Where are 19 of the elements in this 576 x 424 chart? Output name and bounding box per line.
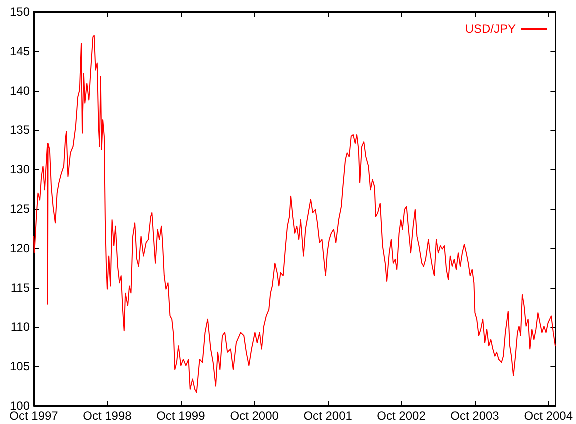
x-tick-label: Oct 2004 — [524, 409, 574, 423]
x-tick-label: Oct 2003 — [450, 409, 500, 423]
x-tick-label: Oct 1998 — [83, 409, 132, 423]
y-tick-label: 105 — [10, 360, 30, 374]
line-series — [34, 35, 556, 394]
y-tick-label: 145 — [10, 44, 30, 58]
y-tick-label: 130 — [10, 162, 30, 177]
legend-label: USD/JPY — [465, 22, 516, 36]
y-tick-label: 140 — [10, 84, 30, 98]
x-tick-label: Oct 1999 — [156, 409, 206, 423]
y-tick-label: 135 — [10, 123, 30, 138]
x-tick-label: Oct 2001 — [304, 409, 353, 423]
y-tick-label: 150 — [10, 5, 30, 19]
y-tick-label: 115 — [10, 280, 30, 295]
x-tick-label: Oct 2002 — [377, 409, 426, 423]
y-tick-label: 110 — [10, 320, 30, 334]
y-tick-label: 125 — [10, 202, 30, 216]
y-tick-label: 120 — [10, 241, 30, 256]
x-tick-label: Oct 2000 — [230, 409, 280, 423]
